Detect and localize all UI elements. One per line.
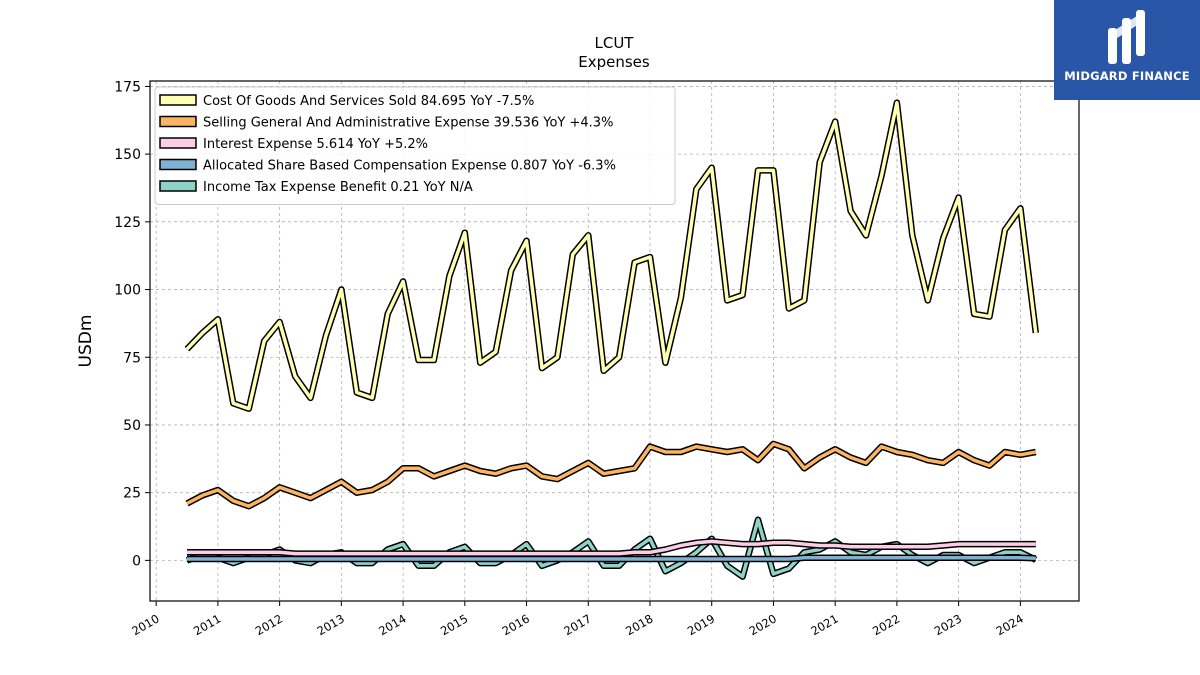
x-tick-label: 2016 bbox=[500, 611, 532, 638]
legend-swatch bbox=[159, 137, 197, 149]
x-tick-label: 2011 bbox=[191, 611, 223, 638]
x-tick-label: 2013 bbox=[314, 611, 346, 638]
chart-subtitle: Expenses bbox=[578, 53, 650, 71]
legend-swatch bbox=[159, 158, 197, 171]
x-tick-label: 2023 bbox=[932, 611, 964, 638]
x-tick-label: 2012 bbox=[253, 611, 285, 638]
legend-label: Income Tax Expense Benefit 0.21 YoY N/A bbox=[203, 180, 473, 195]
y-tick-label: 175 bbox=[114, 79, 141, 95]
legend-swatch bbox=[159, 180, 197, 192]
y-tick-label: 125 bbox=[114, 215, 141, 231]
series-1 bbox=[185, 440, 1037, 510]
x-tick-label: 2015 bbox=[438, 611, 470, 638]
series-line bbox=[187, 539, 1036, 556]
plot-frame bbox=[149, 80, 1080, 602]
y-axis-label: USDm bbox=[76, 315, 96, 368]
midgard-logo-icon bbox=[1108, 10, 1145, 64]
x-tick-label: 2022 bbox=[870, 611, 902, 638]
legend-label: Allocated Share Based Compensation Expen… bbox=[203, 159, 616, 174]
legend-label: Interest Expense 5.614 YoY +5.2% bbox=[203, 137, 428, 152]
legend-swatch bbox=[159, 115, 197, 128]
x-tick-label: 2014 bbox=[376, 611, 408, 638]
series-line bbox=[185, 100, 1038, 411]
x-tick-label: 2010 bbox=[129, 611, 161, 638]
x-tick-label: 2020 bbox=[747, 611, 779, 638]
y-tick-label: 25 bbox=[123, 486, 141, 502]
x-tick-label: 2024 bbox=[994, 611, 1026, 638]
y-tick-label: 75 bbox=[123, 350, 141, 366]
x-tick-label: 2017 bbox=[561, 611, 593, 638]
brand-name: MIDGARD FINANCE bbox=[1064, 69, 1190, 83]
chart-title: LCUT bbox=[595, 34, 635, 52]
series-layer bbox=[184, 99, 1040, 580]
midgard-finance-logo: MIDGARD FINANCE bbox=[1054, 0, 1200, 100]
legend-label: Selling General And Administrative Expen… bbox=[203, 116, 613, 131]
series-3 bbox=[187, 554, 1036, 563]
series-line bbox=[186, 442, 1037, 508]
series-2 bbox=[187, 538, 1036, 557]
series-line bbox=[187, 555, 1036, 561]
y-tick-label: 0 bbox=[132, 553, 141, 569]
series-0 bbox=[184, 99, 1040, 412]
y-tick-label: 100 bbox=[114, 283, 141, 299]
x-tick-label: 2021 bbox=[808, 611, 840, 638]
legend-box bbox=[154, 86, 676, 205]
legend-swatch bbox=[159, 94, 197, 106]
legend-label: Cost Of Goods And Services Sold 84.695 Y… bbox=[203, 94, 534, 109]
y-tick-label: 50 bbox=[123, 418, 141, 434]
x-tick-label: 2019 bbox=[685, 611, 717, 638]
y-tick-label: 150 bbox=[114, 147, 141, 163]
x-tick-label: 2018 bbox=[623, 611, 655, 638]
legend: Cost Of Goods And Services Sold 84.695 Y… bbox=[154, 86, 676, 205]
